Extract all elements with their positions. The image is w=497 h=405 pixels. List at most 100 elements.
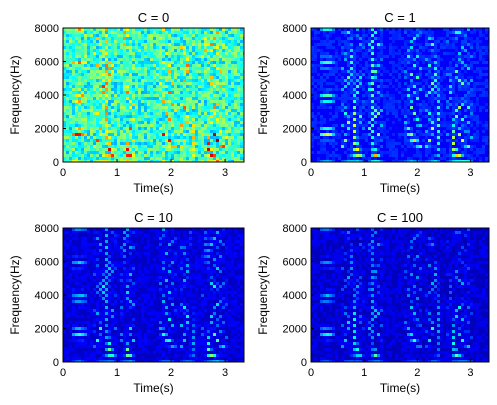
heatmap-cell [102, 246, 105, 249]
heatmap-cell [156, 142, 159, 145]
heatmap-cell [347, 55, 350, 58]
heatmap-cell [156, 231, 159, 234]
heatmap-cell [389, 109, 392, 112]
heatmap-cell [419, 124, 422, 127]
heatmap-cell [311, 79, 314, 82]
heatmap-cell [189, 76, 192, 79]
heatmap-cell [159, 46, 162, 49]
heatmap-cell [123, 348, 126, 351]
heatmap-cell [99, 127, 102, 130]
heatmap-cell [63, 240, 66, 243]
heatmap-cell [467, 88, 470, 91]
heatmap-cell [225, 136, 228, 139]
heatmap-cell [180, 58, 183, 61]
heatmap-cell [377, 121, 380, 124]
heatmap-cell [105, 82, 108, 85]
heatmap-cell [69, 294, 72, 297]
heatmap-cell [228, 31, 231, 34]
heatmap-cell [129, 127, 132, 130]
heatmap-cell [368, 88, 371, 91]
heatmap-cell [234, 100, 237, 103]
heatmap-cell [189, 339, 192, 342]
heatmap-cell [120, 88, 123, 91]
heatmap-cell [141, 100, 144, 103]
heatmap-cell [386, 85, 389, 88]
heatmap-cell [198, 55, 201, 58]
heatmap-cell [213, 76, 216, 79]
heatmap-cell [431, 37, 434, 40]
heatmap-cell [123, 151, 126, 154]
heatmap-cell [192, 237, 195, 240]
heatmap-cell [222, 160, 225, 162]
heatmap-cell [228, 91, 231, 94]
heatmap-cell [186, 246, 189, 249]
heatmap-cell [207, 106, 210, 109]
heatmap-cell [401, 145, 404, 148]
heatmap-cell [341, 130, 344, 133]
heatmap-cell [416, 103, 419, 106]
heatmap-cell [153, 318, 156, 321]
heatmap-cell [410, 94, 413, 97]
heatmap-cell [66, 79, 69, 82]
heatmap-cell [204, 70, 207, 73]
heatmap-cell [455, 100, 458, 103]
heatmap-cell [153, 106, 156, 109]
heatmap-cell [69, 85, 72, 88]
heatmap-cell [461, 28, 464, 31]
heatmap-cell [428, 91, 431, 94]
heatmap-cell [66, 127, 69, 130]
heatmap-cell [380, 40, 383, 43]
heatmap-cell [180, 303, 183, 306]
heatmap-cell [371, 46, 374, 49]
heatmap-cell [210, 58, 213, 61]
heatmap-cell [126, 294, 129, 297]
heatmap-cell [222, 154, 225, 157]
heatmap-cell [392, 154, 395, 157]
heatmap-cell [461, 31, 464, 34]
heatmap-cell [425, 79, 428, 82]
heatmap-cell [425, 124, 428, 127]
heatmap-cell [114, 246, 117, 249]
heatmap-cell [102, 79, 105, 82]
heatmap-cell [114, 136, 117, 139]
heatmap-cell [240, 73, 243, 76]
heatmap-cell [135, 333, 138, 336]
heatmap-cell [117, 79, 120, 82]
heatmap-cell [425, 37, 428, 40]
heatmap-cell [144, 49, 147, 52]
heatmap-cell [467, 103, 470, 106]
heatmap-cell [476, 88, 479, 91]
heatmap-cell [171, 85, 174, 88]
heatmap-cell [428, 58, 431, 61]
heatmap-cell [476, 40, 479, 43]
heatmap-cell [449, 37, 452, 40]
heatmap-cell [195, 28, 198, 31]
heatmap-cell [443, 154, 446, 157]
heatmap-cell [425, 103, 428, 106]
heatmap-cell [180, 282, 183, 285]
heatmap-cell [174, 79, 177, 82]
heatmap-cell [225, 52, 228, 55]
heatmap-cell [117, 64, 120, 67]
heatmap-cell [311, 52, 314, 55]
heatmap-cell [219, 145, 222, 148]
heatmap-cell [84, 264, 87, 267]
heatmap-cell [210, 82, 213, 85]
heatmap-cell [422, 49, 425, 52]
heatmap-cell [186, 37, 189, 40]
heatmap-cell [419, 58, 422, 61]
heatmap-cell [195, 324, 198, 327]
heatmap-cell [117, 55, 120, 58]
heatmap-cell [81, 151, 84, 154]
heatmap-cell [72, 357, 75, 360]
heatmap-cell [90, 106, 93, 109]
heatmap-cell [213, 109, 216, 112]
heatmap-cell [234, 31, 237, 34]
heatmap-cell [479, 160, 482, 162]
heatmap-cell [482, 91, 485, 94]
heatmap-cell [222, 55, 225, 58]
heatmap-cell [147, 121, 150, 124]
heatmap-cell [192, 79, 195, 82]
heatmap-cell [225, 85, 228, 88]
heatmap-cell [359, 121, 362, 124]
